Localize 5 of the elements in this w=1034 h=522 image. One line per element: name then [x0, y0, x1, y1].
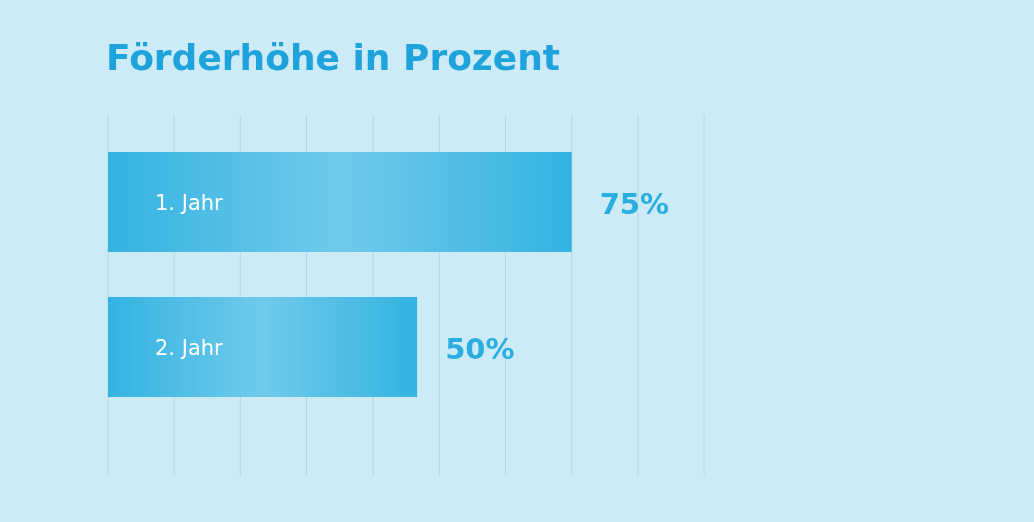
y-tick-label: 1. Jahr [155, 191, 224, 215]
data-label: 50% [445, 332, 515, 366]
y-tick-label: 2. Jahr [155, 336, 224, 360]
chart-title: Förderhöhe in Prozent [106, 37, 561, 78]
data-label: 75% [599, 187, 670, 221]
